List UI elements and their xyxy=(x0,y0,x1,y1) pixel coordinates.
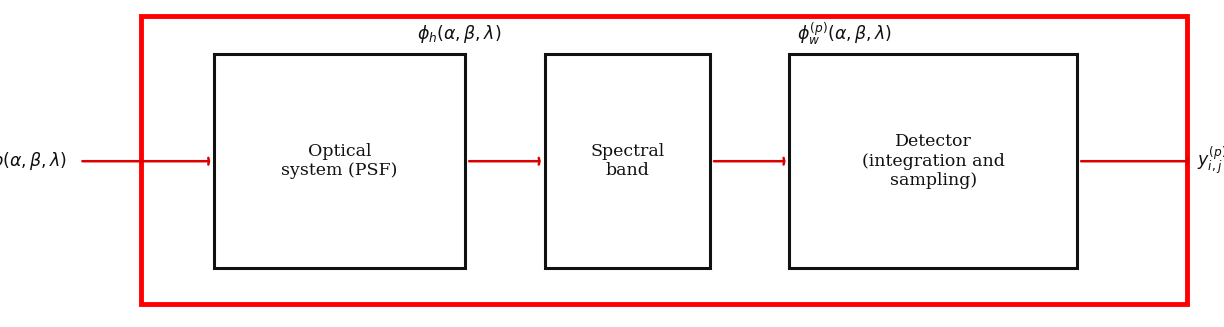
Text: $\phi_w^{(p)}(\alpha, \beta, \lambda)$: $\phi_w^{(p)}(\alpha, \beta, \lambda)$ xyxy=(797,21,892,47)
Bar xyxy=(545,54,710,268)
Bar xyxy=(789,54,1077,268)
Text: Optical
system (PSF): Optical system (PSF) xyxy=(282,143,398,179)
Text: $\phi_h(\alpha, \beta, \lambda)$: $\phi_h(\alpha, \beta, \lambda)$ xyxy=(417,23,501,45)
Text: Spectral
band: Spectral band xyxy=(590,143,665,179)
Bar xyxy=(141,16,1187,304)
Text: Detector
(integration and
sampling): Detector (integration and sampling) xyxy=(862,133,1005,189)
Text: $\phi(\alpha, \beta, \lambda)$: $\phi(\alpha, \beta, \lambda)$ xyxy=(0,150,67,172)
Text: $y_{i,j}^{(p)}$: $y_{i,j}^{(p)}$ xyxy=(1197,145,1224,177)
Bar xyxy=(214,54,465,268)
